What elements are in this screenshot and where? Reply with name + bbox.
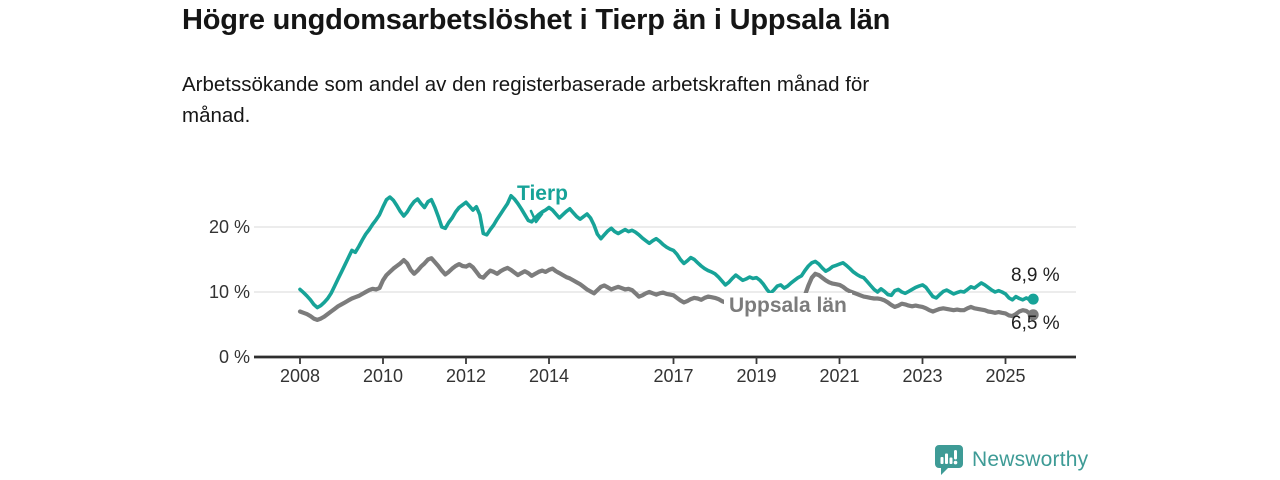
tierp-end-value-label: 8,9 % [1011, 265, 1060, 286]
y-tick-label: 20 % [208, 217, 250, 237]
x-tick-label: 2014 [528, 366, 570, 386]
newsworthy-logo-icon [935, 445, 963, 475]
x-tick-label: 2008 [279, 366, 321, 386]
x-tick-label: 2017 [653, 366, 694, 386]
x-axis-ticks [299, 357, 1007, 364]
x-tick-label: 2025 [985, 366, 1026, 386]
uppsala-end-dot [1027, 309, 1039, 321]
y-tick-label: 0 % [218, 347, 250, 367]
uppsala-end-value-label: 6,5 % [1011, 313, 1060, 334]
x-tick-label: 2019 [736, 366, 777, 386]
uppsala-line-series [297, 256, 1036, 322]
gridlines [254, 226, 1076, 293]
tierp-series-label: Tierp [517, 182, 568, 205]
x-tick-label: 2010 [362, 366, 404, 386]
uppsala-series-label: Uppsala län [724, 293, 852, 319]
x-tick-label: 2021 [819, 366, 860, 386]
y-tick-label: 10 % [208, 282, 250, 302]
x-tick-label: 2012 [445, 366, 487, 386]
tierp-annotation-arrow [529, 209, 544, 224]
chart-subtitle: Arbetssökande som andel av den registerb… [182, 73, 870, 127]
chart-title: Högre ungdomsarbetslöshet i Tierp än i U… [182, 4, 891, 36]
tierp-end-dot [1027, 293, 1039, 305]
tierp-line-series [298, 194, 1035, 310]
brand-name: Newsworthy [972, 448, 1089, 471]
footer-brand: Newsworthy [934, 444, 1088, 476]
x-tick-label: 2023 [902, 366, 943, 386]
